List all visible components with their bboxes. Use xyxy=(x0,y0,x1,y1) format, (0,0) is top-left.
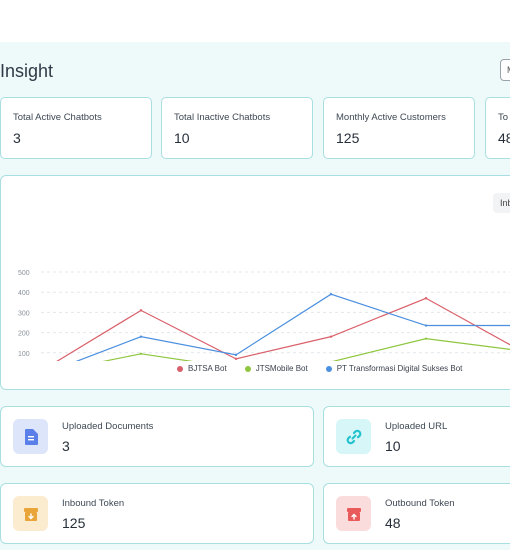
resource-value: 48 xyxy=(385,515,401,531)
y-tick-label: 500 xyxy=(18,270,30,277)
y-tick-label: 200 xyxy=(18,331,30,338)
chart-card: Inb 0100200300400500Sep 1Sep 2Sep 3Sep 4… xyxy=(0,175,510,390)
resource-value: 3 xyxy=(62,438,70,454)
chart-filter-button[interactable]: Inb xyxy=(493,193,510,213)
resource-label: Outbound Token xyxy=(385,498,455,509)
stat-card-partial: To 48 xyxy=(485,97,510,159)
page-title: Insight xyxy=(0,61,54,81)
y-tick-label: 300 xyxy=(18,310,30,317)
data-point xyxy=(139,309,143,312)
stat-value: 125 xyxy=(336,130,360,146)
legend-label: BJTSA Bot xyxy=(188,364,227,373)
stat-card-inactive-chatbots: Total Inactive Chatbots 10 xyxy=(161,97,313,159)
data-point xyxy=(424,324,428,327)
resource-value: 10 xyxy=(385,438,401,454)
y-tick-label: 400 xyxy=(18,290,30,297)
series-line xyxy=(75,293,510,361)
stat-value: 48 xyxy=(498,130,510,146)
stat-value: 3 xyxy=(13,130,21,146)
legend-label: JTSMobile Bot xyxy=(255,364,308,373)
data-point xyxy=(329,335,333,338)
insight-page: Insight M Total Active Chatbots 3 Total … xyxy=(0,42,510,550)
y-tick-label: 100 xyxy=(18,351,30,358)
data-point xyxy=(139,335,143,338)
document-icon xyxy=(13,419,48,454)
data-point xyxy=(234,353,238,357)
resource-label: Uploaded URL xyxy=(385,421,448,432)
resource-label: Inbound Token xyxy=(62,498,125,509)
link-icon xyxy=(336,419,371,454)
inbox-icon xyxy=(13,496,48,531)
chart-legend: BJTSA Bot JTSMobile Bot PT Transformasi … xyxy=(177,364,462,373)
legend-item[interactable]: BJTSA Bot xyxy=(177,364,227,373)
outbox-icon xyxy=(336,496,371,531)
legend-item[interactable]: JTSMobile Bot xyxy=(244,364,308,373)
data-point xyxy=(234,357,238,361)
stat-card-monthly-active-customers: Monthly Active Customers 125 xyxy=(323,97,475,159)
resource-card-uploaded-documents: Uploaded Documents 3 xyxy=(0,406,314,467)
legend-item[interactable]: PT Transformasi Digital Sukses Bot xyxy=(325,364,463,373)
series-line xyxy=(102,338,510,361)
data-point xyxy=(139,352,143,356)
resource-card-uploaded-url: Uploaded URL 10 xyxy=(323,406,510,467)
legend-label: PT Transformasi Digital Sukses Bot xyxy=(336,364,463,373)
stat-value: 10 xyxy=(174,130,190,146)
stat-label: To xyxy=(498,112,509,123)
legend-dot xyxy=(244,365,251,372)
stat-label: Total Inactive Chatbots xyxy=(174,112,271,123)
data-point xyxy=(329,293,333,296)
data-point xyxy=(424,337,428,340)
series-line xyxy=(56,297,510,361)
resource-value: 125 xyxy=(62,515,86,531)
resource-label: Uploaded Documents xyxy=(62,421,154,432)
stat-label: Monthly Active Customers xyxy=(336,112,446,123)
stat-card-active-chatbots: Total Active Chatbots 3 xyxy=(0,97,152,159)
data-point xyxy=(424,297,428,300)
resource-card-inbound-token: Inbound Token 125 xyxy=(0,483,314,544)
stat-label: Total Active Chatbots xyxy=(13,112,102,123)
resource-card-outbound-token: Outbound Token 48 xyxy=(323,483,510,544)
period-select-button[interactable]: M xyxy=(500,59,510,81)
legend-dot xyxy=(177,365,183,372)
legend-dot xyxy=(325,365,332,372)
line-chart: 0100200300400500Sep 1Sep 2Sep 3Sep 4Sep … xyxy=(18,270,510,361)
